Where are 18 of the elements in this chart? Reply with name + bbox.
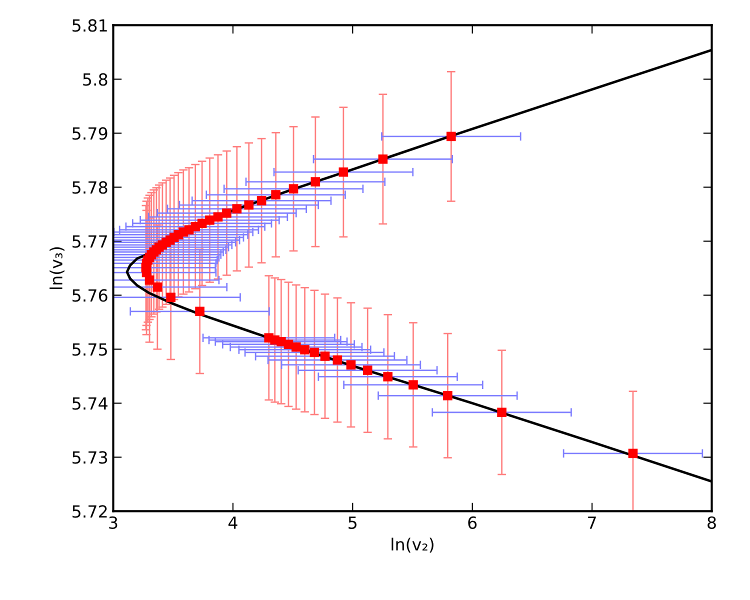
x-tick-label: 7 [588,516,596,529]
y-tick-label: 5.77 [72,235,107,248]
x-tick-label: 3 [109,516,118,529]
y-tick-label: 5.8 [83,73,108,86]
y-tick-label: 5.79 [72,127,108,140]
y-tick-label: 5.72 [72,505,107,518]
x-tick-label: 4 [228,516,238,529]
x-tick-label: 5 [348,516,356,529]
y-tick-label: 5.73 [72,451,108,464]
x-tick-label: 6 [468,516,477,529]
y-axis-title: ln(v₃) [50,247,64,289]
x-tick-label: 8 [708,516,716,529]
y-tick-label: 5.81 [72,19,107,32]
x-axis-title: ln(v₂) [392,538,434,553]
y-tick-label: 5.75 [72,343,107,356]
y-tick-label: 5.78 [72,181,108,194]
y-tick-label: 5.76 [72,289,108,302]
y-tick-label: 5.74 [72,397,108,410]
